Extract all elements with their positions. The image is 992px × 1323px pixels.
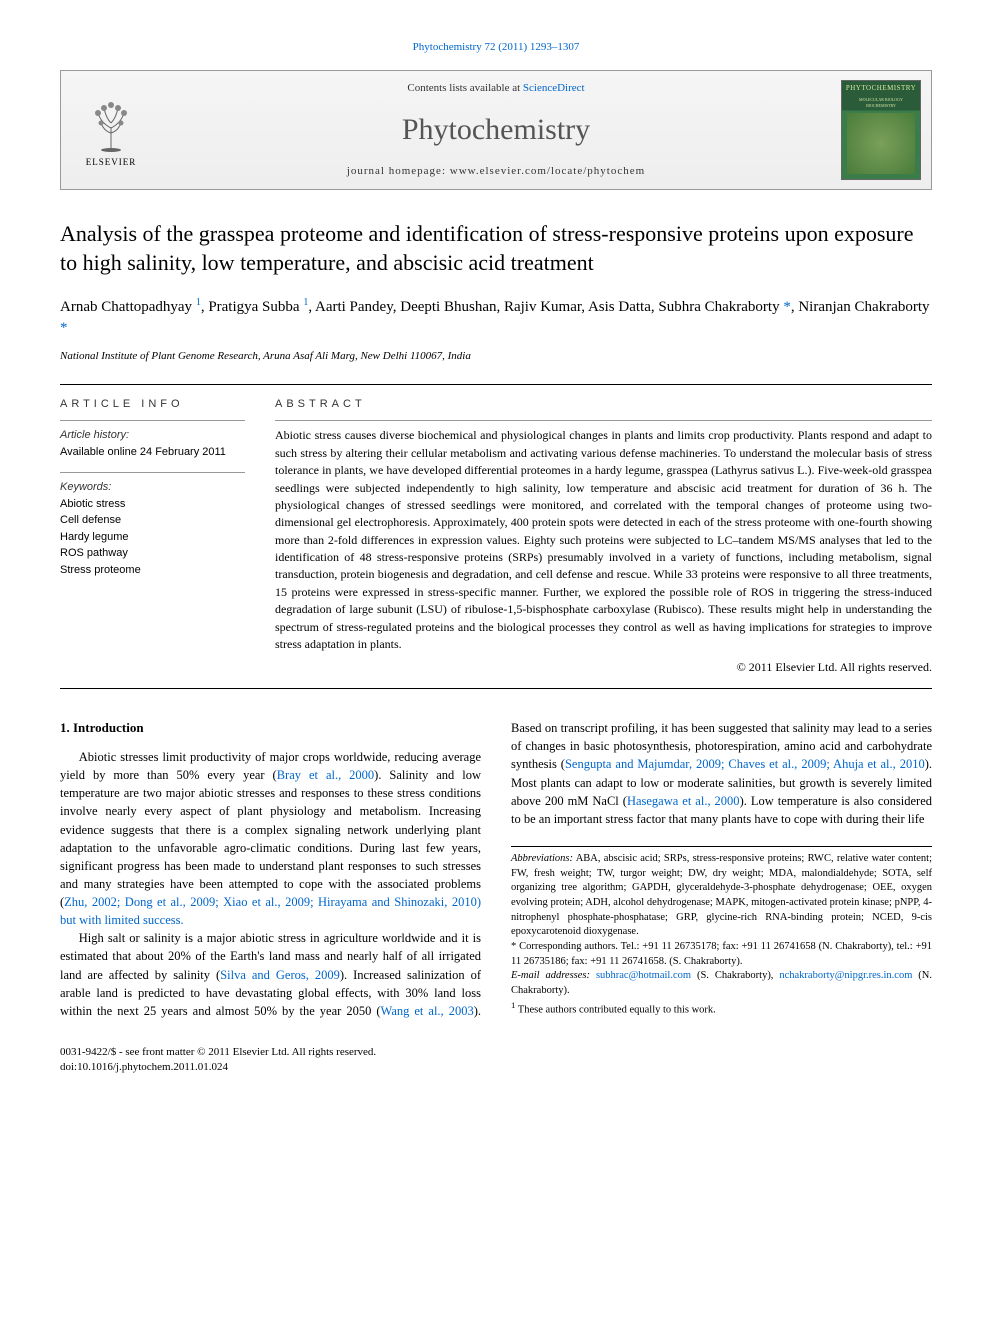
abbrev-text: ABA, abscisic acid; SRPs, stress-respons… xyxy=(511,853,932,937)
citation-link[interactable]: Silva and Geros, 2009 xyxy=(220,968,340,982)
body-paragraph: Abiotic stresses limit productivity of m… xyxy=(60,748,481,929)
keywords-section: Keywords: Abiotic stress Cell defense Ha… xyxy=(60,472,245,578)
email-label: E-mail addresses: xyxy=(511,970,596,981)
article-info-col: ARTICLE INFO Article history: Available … xyxy=(60,385,260,688)
doi-line: doi:10.1016/j.phytochem.2011.01.024 xyxy=(60,1060,932,1075)
journal-homepage: journal homepage: www.elsevier.com/locat… xyxy=(151,164,841,179)
abstract-col: ABSTRACT Abiotic stress causes diverse b… xyxy=(260,385,932,688)
contents-prefix: Contents lists available at xyxy=(407,82,522,94)
sciencedirect-link[interactable]: ScienceDirect xyxy=(523,82,585,94)
email-link[interactable]: subhrac@hotmail.com xyxy=(596,970,691,981)
keywords-label: Keywords: xyxy=(60,479,245,496)
article-info-heading: ARTICLE INFO xyxy=(60,397,245,412)
abstract-copyright: © 2011 Elsevier Ltd. All rights reserved… xyxy=(275,659,932,676)
elsevier-tree-icon xyxy=(86,93,136,153)
history-value: Available online 24 February 2011 xyxy=(60,444,245,461)
history-label: Article history: xyxy=(60,427,245,444)
corr-text: Corresponding authors. Tel.: +91 11 2673… xyxy=(511,941,932,967)
article-history: Article history: Available online 24 Feb… xyxy=(60,420,245,460)
citation-link[interactable]: Wang et al., 2003 xyxy=(381,1004,474,1018)
section-heading-intro: 1. Introduction xyxy=(60,719,481,738)
author-list: Arnab Chattopadhyay 1, Pratigya Subba 1,… xyxy=(60,296,932,339)
citation-link[interactable]: Sengupta and Majumdar, 2009; Chaves et a… xyxy=(565,757,925,771)
doi-footer: 0031-9422/$ - see front matter © 2011 El… xyxy=(60,1045,932,1076)
note-text: These authors contributed equally to thi… xyxy=(515,1004,715,1015)
email-link[interactable]: nchakraborty@nipgr.res.in.com xyxy=(779,970,912,981)
keyword-item: Stress proteome xyxy=(60,562,245,579)
journal-cover-thumb: PHYTOCHEMISTRY MOLECULAR BIOLOGY BIOCHEM… xyxy=(841,80,921,180)
elsevier-label: ELSEVIER xyxy=(86,156,137,169)
elsevier-logo: ELSEVIER xyxy=(71,80,151,180)
journal-masthead: ELSEVIER Contents lists available at Sci… xyxy=(60,70,932,190)
equal-contrib-note: 1 These authors contributed equally to t… xyxy=(511,999,932,1018)
email-note: E-mail addresses: subhrac@hotmail.com (S… xyxy=(511,969,932,998)
citation-link[interactable]: Bray et al., 2000 xyxy=(277,768,374,782)
cover-image xyxy=(847,113,915,174)
abbrev-label: Abbreviations: xyxy=(511,853,573,864)
body-text: ). Salinity and low temperature are two … xyxy=(60,768,481,909)
article-title: Analysis of the grasspea proteome and id… xyxy=(60,220,932,277)
cover-sub: MOLECULAR BIOLOGY BIOCHEMISTRY xyxy=(842,97,920,108)
journal-name: Phytochemistry xyxy=(151,109,841,151)
issn-line: 0031-9422/$ - see front matter © 2011 El… xyxy=(60,1045,932,1060)
keyword-item: Abiotic stress xyxy=(60,496,245,513)
citation-link[interactable]: Hasegawa et al., 2000 xyxy=(627,794,740,808)
abstract-heading: ABSTRACT xyxy=(275,397,932,412)
abbreviations-note: Abbreviations: ABA, abscisic acid; SRPs,… xyxy=(511,852,932,940)
citation-header: Phytochemistry 72 (2011) 1293–1307 xyxy=(60,40,932,55)
keyword-item: Cell defense xyxy=(60,512,245,529)
abstract-text: Abiotic stress causes diverse biochemica… xyxy=(275,420,932,653)
masthead-center: Contents lists available at ScienceDirec… xyxy=(151,71,841,189)
contents-line: Contents lists available at ScienceDirec… xyxy=(151,81,841,96)
keyword-item: Hardy legume xyxy=(60,529,245,546)
footnotes: Abbreviations: ABA, abscisic acid; SRPs,… xyxy=(511,846,932,1018)
email-who: (S. Chakraborty), xyxy=(691,970,779,981)
citation-link[interactable]: Zhu, 2002; Dong et al., 2009; Xiao et al… xyxy=(60,895,481,927)
corr-marker: * xyxy=(511,941,519,952)
corresponding-note: * Corresponding authors. Tel.: +91 11 26… xyxy=(511,940,932,969)
cover-title: PHYTOCHEMISTRY xyxy=(842,81,920,97)
body-columns: 1. Introduction Abiotic stresses limit p… xyxy=(60,719,932,1020)
info-abstract-block: ARTICLE INFO Article history: Available … xyxy=(60,384,932,689)
keyword-item: ROS pathway xyxy=(60,545,245,562)
affiliation: National Institute of Plant Genome Resea… xyxy=(60,349,932,364)
